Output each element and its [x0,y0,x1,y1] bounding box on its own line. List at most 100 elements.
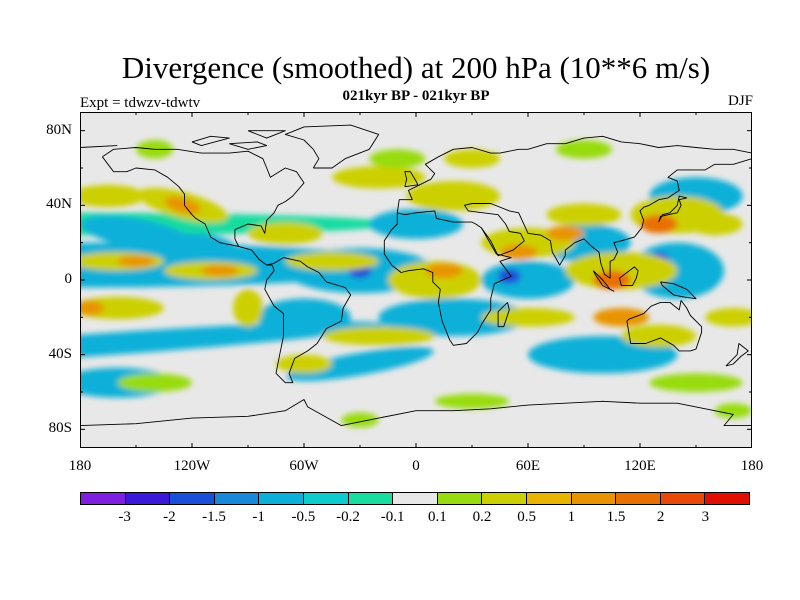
field-region [556,140,612,159]
colorbar-segment [526,493,572,504]
field-region [233,289,263,327]
colorbar-label: -0.2 [336,509,360,525]
field-region [332,166,426,189]
coastline [592,270,615,292]
field-region [621,324,696,348]
colorbar-segment [705,493,749,504]
colorbar-segment [170,493,215,504]
colorbar-label: 2 [656,509,665,525]
colorbar-label: -0.1 [380,509,405,525]
colorbar-segment [482,493,527,504]
coastline [383,210,512,346]
field-region [705,308,752,327]
coastline [497,301,510,328]
colorbar-label: 1.5 [606,509,626,525]
divergence-field [80,140,752,428]
field-region [341,412,379,428]
colorbar-segment [214,493,260,504]
colorbar-segment [259,493,304,504]
field-region [80,184,146,208]
field-region [714,403,752,419]
field-region [276,354,332,374]
colorbar-segment [125,493,171,504]
field-region [434,393,510,409]
field-region [80,300,105,316]
colorbar-segment [616,493,661,504]
coastline [404,171,419,188]
y-tick-label: 40N [46,196,72,213]
field-region [285,252,379,271]
chart-title: Divergence (smoothed) at 200 hPa (10**6 … [121,50,711,85]
x-tick-label: 120E [624,458,656,474]
season-label: DJF [727,93,753,109]
y-tick-label: 0 [64,271,73,287]
field-region [117,373,192,393]
colorbar-segment [437,493,483,504]
coastline [80,145,118,148]
colorbar-segment [81,493,126,504]
y-tick-label: 80S [48,420,72,437]
coastline [80,399,752,427]
x-tick-label: 120W [173,458,211,474]
map-border [80,112,752,448]
colorbar-segment [348,493,394,504]
coastline [619,266,639,287]
colorbar-label: -2 [163,509,176,525]
field-region [322,326,435,346]
colorbar-segment [660,493,706,504]
field-region [145,233,239,271]
coastline [396,135,752,213]
coastline [464,158,752,279]
field-region [257,298,351,336]
colorbar-label: 0.1 [427,509,447,525]
colorbar-label: -1.5 [202,509,226,525]
x-tick-label: 180 [740,458,764,474]
field-region [649,373,743,393]
field-region [406,181,500,211]
coastline [284,124,380,169]
field-region [565,252,678,290]
coastline [725,343,749,367]
coastline [626,300,703,352]
coastline [229,141,268,150]
field-region [80,296,164,320]
field-region [686,212,743,236]
field-region [117,255,155,267]
field-region [593,308,650,327]
field-region [369,209,463,239]
field-region [444,149,500,168]
colorbar-label: -1 [252,509,265,525]
field-region [369,149,426,168]
colorbar-label: -3 [118,509,131,525]
field-region [546,225,584,241]
field-region [481,261,575,299]
coastlines [80,124,752,427]
colorbar-segment [393,493,438,504]
coastline [102,156,239,247]
coastline [102,147,352,384]
colorbar [80,492,750,505]
field-region [500,244,538,260]
coastline [247,130,286,139]
field-region [80,321,388,369]
x-tick-label: 0 [412,458,420,474]
colorbar-label: -0.5 [291,509,316,525]
colorbar-label: 0.2 [472,509,492,525]
field-region [481,308,575,327]
colorbar-segment [571,493,617,504]
experiment-label: Expt = tdwzv-tdwtv [80,95,201,111]
field-region [286,346,434,382]
field-region [640,214,678,234]
field-region [164,196,201,215]
y-tick-label: 80N [46,121,72,138]
coastline [658,195,688,223]
x-tick-label: 180 [68,458,92,474]
colorbar-segment [303,493,349,504]
colorbar-label: 1 [567,509,576,525]
field-region [546,203,622,226]
colorbar-label: 0.5 [517,509,537,525]
field-region [498,268,521,284]
field-region [425,263,463,279]
colorbar-label: 3 [701,509,710,525]
y-tick-label: 40S [48,345,72,362]
